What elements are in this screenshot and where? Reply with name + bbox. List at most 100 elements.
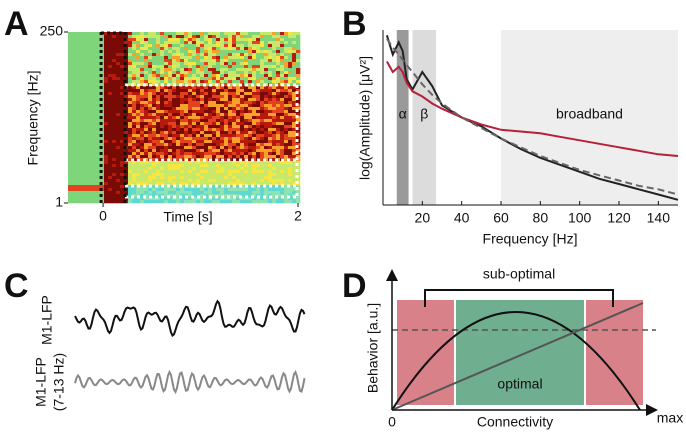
heat-cell: [284, 179, 288, 182]
heat-cell: [192, 179, 196, 182]
heat-cell: [172, 80, 176, 83]
heat-cell: [68, 173, 72, 176]
heat-cell: [248, 56, 252, 59]
heat-cell: [68, 167, 72, 170]
heat-cell: [160, 170, 164, 173]
heat-cell: [264, 131, 268, 134]
heat-cell: [80, 119, 84, 122]
heat-cell: [112, 164, 116, 167]
heat-cell: [224, 98, 228, 101]
heat-cell: [76, 152, 80, 155]
heat-cell: [260, 122, 264, 125]
heat-cell: [152, 173, 156, 176]
y-axis-label: Behavior [a.u.]: [365, 303, 381, 393]
heat-cell: [252, 167, 256, 170]
heat-cell: [104, 131, 108, 134]
heat-cell: [248, 200, 252, 203]
heat-cell: [72, 32, 76, 35]
heat-cell: [220, 179, 224, 182]
heat-cell: [220, 107, 224, 110]
heat-cell: [196, 44, 200, 47]
heat-cell: [276, 98, 280, 101]
heat-cell: [156, 65, 160, 68]
heat-cell: [208, 65, 212, 68]
heat-cell: [268, 89, 272, 92]
heat-cell: [296, 50, 300, 53]
heat-cell: [108, 149, 112, 152]
heat-cell: [112, 74, 116, 77]
heat-cell: [228, 200, 232, 203]
heat-cell: [272, 167, 276, 170]
heat-cell: [80, 83, 84, 86]
heat-cell: [184, 167, 188, 170]
heat-cell: [168, 92, 172, 95]
heat-cell: [236, 149, 240, 152]
heat-cell: [128, 89, 132, 92]
heat-cell: [272, 134, 276, 137]
heat-cell: [156, 152, 160, 155]
heat-cell: [80, 200, 84, 203]
heat-cell: [168, 41, 172, 44]
heat-cell: [252, 35, 256, 38]
heat-cell: [208, 71, 212, 74]
heat-cell: [284, 116, 288, 119]
heat-cell: [104, 185, 108, 188]
heat-cell: [196, 152, 200, 155]
heat-cell: [84, 71, 88, 74]
heat-cell: [236, 47, 240, 50]
heat-cell: [220, 116, 224, 119]
heat-cell: [228, 191, 232, 194]
heat-cell: [228, 68, 232, 71]
heat-cell: [128, 32, 132, 35]
heat-cell: [176, 170, 180, 173]
heat-cell: [156, 131, 160, 134]
heat-cell: [272, 188, 276, 191]
heat-cell: [124, 41, 128, 44]
heat-cell: [248, 164, 252, 167]
heat-cell: [80, 101, 84, 104]
heat-cell: [112, 134, 116, 137]
heat-cell: [76, 149, 80, 152]
heat-cell: [156, 47, 160, 50]
heat-cell: [148, 71, 152, 74]
heat-cell: [140, 41, 144, 44]
heat-cell: [88, 143, 92, 146]
heat-cell: [176, 122, 180, 125]
heat-cell: [284, 173, 288, 176]
heat-cell: [204, 188, 208, 191]
heat-cell: [264, 167, 268, 170]
heat-cell: [236, 56, 240, 59]
heat-cell: [68, 107, 72, 110]
heat-cell: [156, 50, 160, 53]
heat-cell: [144, 164, 148, 167]
heat-cell: [76, 68, 80, 71]
heat-cell: [224, 74, 228, 77]
heat-cell: [220, 143, 224, 146]
heat-cell: [260, 149, 264, 152]
heat-cell: [88, 68, 92, 71]
heat-cell: [92, 113, 96, 116]
heat-cell: [212, 38, 216, 41]
heat-cell: [76, 191, 80, 194]
heat-cell: [116, 170, 120, 173]
heat-cell: [224, 62, 228, 65]
heat-cell: [176, 131, 180, 134]
heat-cell: [72, 191, 76, 194]
heat-cell: [92, 83, 96, 86]
heat-cell: [88, 131, 92, 134]
heat-cell: [252, 110, 256, 113]
heat-cell: [268, 32, 272, 35]
heat-cell: [112, 62, 116, 65]
heat-cell: [92, 155, 96, 158]
heat-cell: [232, 200, 236, 203]
heat-cell: [284, 152, 288, 155]
heat-cell: [276, 122, 280, 125]
heat-cell: [252, 134, 256, 137]
heat-cell: [72, 44, 76, 47]
heat-cell: [268, 116, 272, 119]
heat-cell: [152, 134, 156, 137]
heat-cell: [132, 47, 136, 50]
heat-cell: [116, 110, 120, 113]
heat-cell: [108, 56, 112, 59]
heat-cell: [128, 128, 132, 131]
